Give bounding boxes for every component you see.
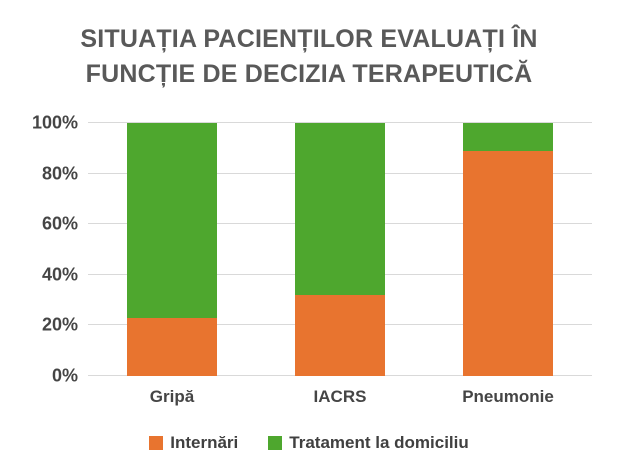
- legend-label: Internări: [170, 433, 239, 452]
- legend-item: Internări: [149, 433, 238, 453]
- chart-title: SITUAȚIA PACIENȚILOR EVALUAȚI ÎN FUNCȚIE…: [0, 22, 618, 92]
- y-tick-label: 100%: [31, 112, 78, 133]
- y-tick-label: 0%: [51, 365, 78, 386]
- legend-item: Tratament la domiciliu: [268, 433, 469, 453]
- bar-segment: [463, 123, 553, 151]
- legend-label: Tratament la domiciliu: [289, 433, 469, 452]
- x-axis-labels: Gripă IACRS Pneumonie: [88, 387, 592, 409]
- legend: Internări Tratament la domiciliu: [0, 433, 618, 453]
- legend-swatch-icon: [149, 436, 164, 450]
- bar-segment: [463, 150, 553, 376]
- category-label: IACRS: [313, 387, 367, 406]
- chart-title-line-1: SITUAȚIA PACIENȚILOR EVALUAȚI ÎN: [80, 25, 538, 53]
- category-label: Gripă: [149, 387, 195, 406]
- y-tick-label: 20%: [41, 314, 78, 335]
- chart-title-line-2: FUNCȚIE DE DECIZIA TERAPEUTICĂ: [85, 60, 533, 88]
- stacked-bar-grip-: [127, 123, 217, 376]
- gridline: [88, 122, 592, 123]
- plot-area: [88, 122, 592, 376]
- bar-segment: [127, 317, 217, 376]
- bar-segment: [127, 123, 217, 318]
- legend-swatch-icon: [268, 436, 283, 450]
- bar-segment: [295, 295, 385, 376]
- category-label: Pneumonie: [462, 387, 554, 406]
- bar-segment: [295, 123, 385, 296]
- stacked-bar-pneumonie: [463, 123, 553, 376]
- stacked-bar-iacrs: [295, 123, 385, 376]
- y-tick-label: 60%: [41, 213, 78, 234]
- y-axis-labels: 0% 20% 40% 60% 80% 100%: [0, 113, 78, 386]
- y-tick-label: 40%: [41, 264, 78, 285]
- y-tick-label: 80%: [41, 163, 78, 184]
